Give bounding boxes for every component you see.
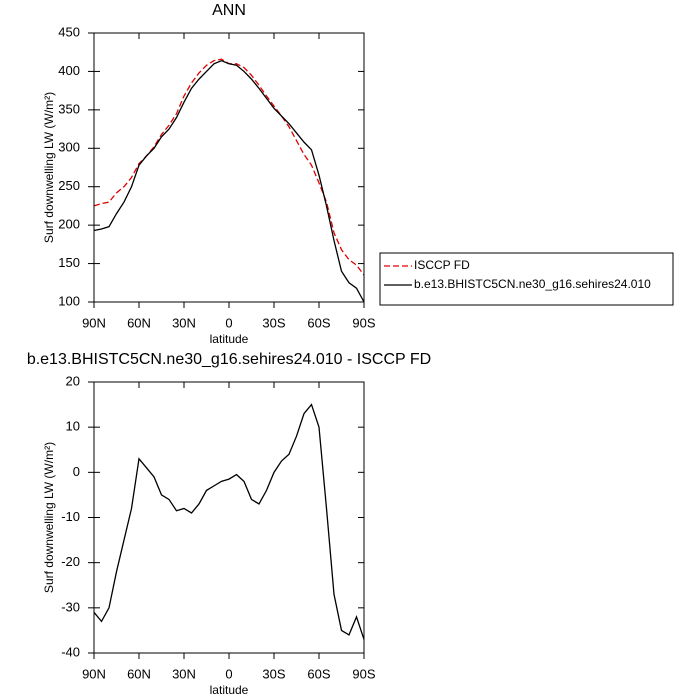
y-tick-label: 20	[66, 373, 80, 388]
plot-frame	[93, 381, 365, 654]
x-tick-label: 30N	[172, 315, 196, 330]
y-axis-label: Surf downwelling LW (W/m²)	[42, 92, 56, 243]
y-axis-label: Surf downwelling LW (W/m²)	[42, 442, 56, 593]
x-tick-label: 90S	[352, 315, 375, 330]
plot-frame	[93, 32, 365, 303]
y-tick-label: -40	[61, 644, 80, 659]
y-tick-label: -20	[61, 554, 80, 569]
y-tick-label: 300	[58, 140, 80, 155]
y-tick-label: 350	[58, 101, 80, 116]
y-tick-label: 450	[58, 24, 80, 39]
y-tick-label: 0	[73, 464, 80, 479]
x-tick-label: 90N	[82, 315, 106, 330]
y-tick-label: 10	[66, 419, 80, 434]
x-tick-label: 0	[225, 666, 232, 681]
chart-title: b.e13.BHISTC5CN.ne30_g16.sehires24.010 -…	[27, 351, 431, 368]
x-tick-label: 60S	[307, 315, 330, 330]
legend-label: ISCCP FD	[414, 258, 470, 272]
y-tick-label: -10	[61, 509, 80, 524]
x-tick-label: 30S	[262, 666, 285, 681]
y-tick-label: -30	[61, 599, 80, 614]
legend-box	[379, 252, 674, 306]
x-tick-label: 60N	[127, 315, 151, 330]
data-line	[93, 403, 365, 640]
legend-label: b.e13.BHISTC5CN.ne30_g16.sehires24.010	[414, 277, 651, 291]
y-tick-label: 250	[58, 178, 80, 193]
data-line	[93, 59, 365, 303]
x-tick-label: 60S	[307, 666, 330, 681]
y-tick-label: 200	[58, 217, 80, 232]
y-tick-label: 150	[58, 255, 80, 270]
x-tick-label: 60N	[127, 666, 151, 681]
x-axis-label: latitude	[210, 332, 249, 346]
y-tick-label: 400	[58, 63, 80, 78]
data-line	[93, 58, 365, 276]
x-axis-label: latitude	[210, 683, 249, 697]
x-tick-label: 30N	[172, 666, 196, 681]
y-tick-label: 100	[58, 293, 80, 308]
x-tick-label: 90S	[352, 666, 375, 681]
x-tick-label: 0	[225, 315, 232, 330]
x-tick-label: 30S	[262, 315, 285, 330]
x-tick-label: 90N	[82, 666, 106, 681]
chart-title: ANN	[212, 2, 246, 19]
